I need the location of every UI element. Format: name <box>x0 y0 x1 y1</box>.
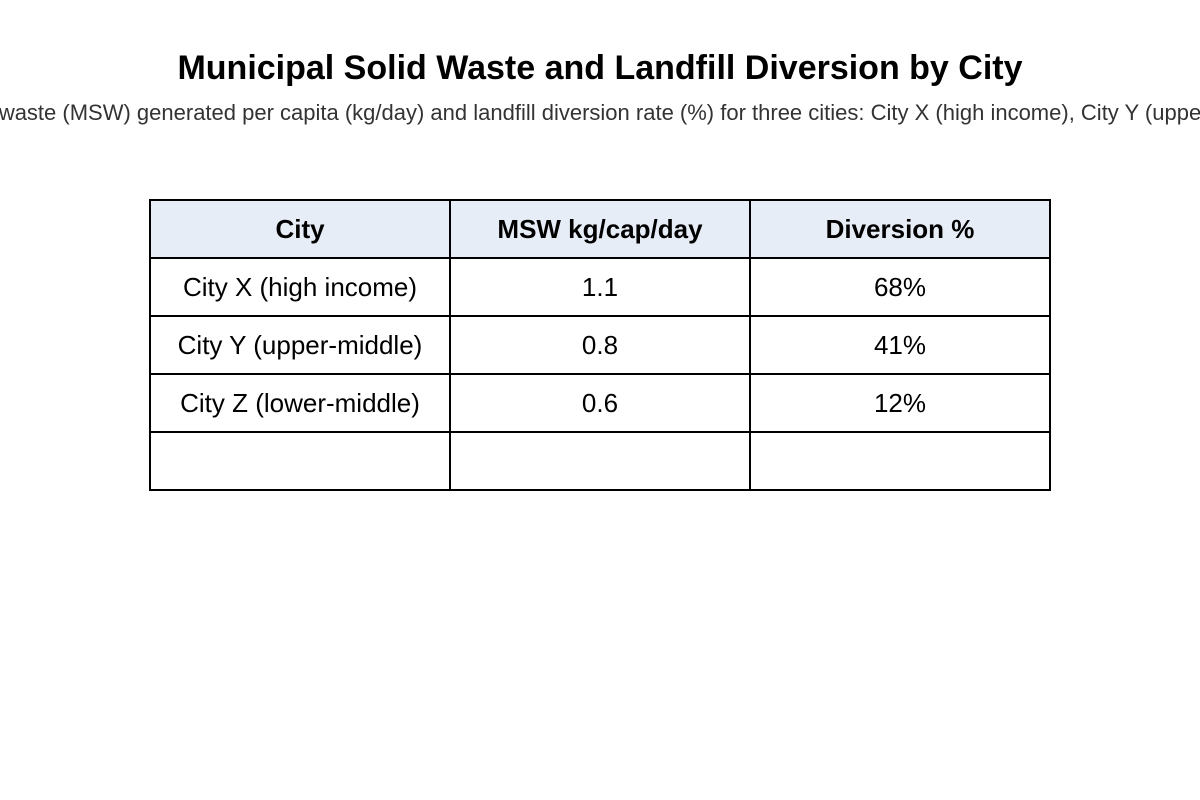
table-row: City X (high income) 1.1 68% <box>149 257 1051 317</box>
column-header: City <box>149 199 451 259</box>
data-table: City MSW kg/cap/day Diversion % City X (… <box>149 199 1051 491</box>
table-cell: 0.8 <box>449 315 751 375</box>
column-header: Diversion % <box>749 199 1051 259</box>
table-row: City Z (lower-middle) 0.6 12% <box>149 373 1051 433</box>
table-cell: City Z (lower-middle) <box>149 373 451 433</box>
table-cell <box>449 431 751 491</box>
table-cell: 1.1 <box>449 257 751 317</box>
table-header-row: City MSW kg/cap/day Diversion % <box>149 199 1051 259</box>
table-cell: City X (high income) <box>149 257 451 317</box>
data-table-container: City MSW kg/cap/day Diversion % City X (… <box>149 199 1051 491</box>
table-row-empty <box>149 431 1051 491</box>
table-cell: 41% <box>749 315 1051 375</box>
table-cell: 0.6 <box>449 373 751 433</box>
table-cell <box>749 431 1051 491</box>
chart-title: Municipal Solid Waste and Landfill Diver… <box>177 49 1023 87</box>
subtitle-container: waste (MSW) generated per capita (kg/day… <box>0 99 1200 127</box>
column-header: MSW kg/cap/day <box>449 199 751 259</box>
table-row: City Y (upper-middle) 0.8 41% <box>149 315 1051 375</box>
table-cell: 68% <box>749 257 1051 317</box>
table-cell: City Y (upper-middle) <box>149 315 451 375</box>
table-cell <box>149 431 451 491</box>
chart-subtitle: waste (MSW) generated per capita (kg/day… <box>0 100 1200 125</box>
table-cell: 12% <box>749 373 1051 433</box>
